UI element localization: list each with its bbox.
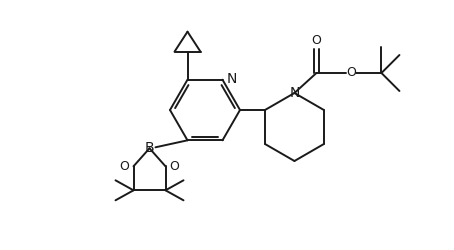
Text: O: O [346, 66, 356, 80]
Text: O: O [119, 160, 129, 173]
Text: N: N [289, 86, 300, 100]
Text: O: O [169, 160, 179, 173]
Text: B: B [145, 141, 154, 155]
Text: O: O [311, 34, 321, 48]
Text: N: N [227, 72, 237, 86]
